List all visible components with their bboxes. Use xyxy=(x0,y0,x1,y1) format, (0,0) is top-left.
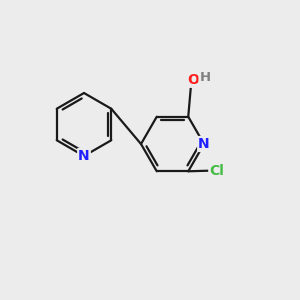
Text: H: H xyxy=(200,71,211,84)
Text: N: N xyxy=(78,149,90,163)
Text: N: N xyxy=(198,137,210,151)
Text: O: O xyxy=(188,73,200,87)
Text: Cl: Cl xyxy=(209,164,224,178)
